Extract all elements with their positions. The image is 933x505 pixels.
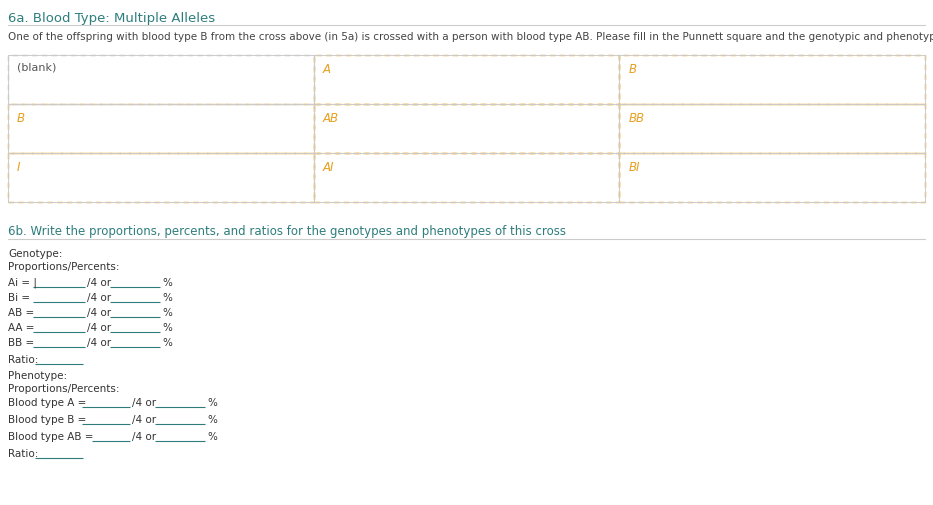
Text: Blood type AB =: Blood type AB = <box>8 432 93 442</box>
Text: (blank): (blank) <box>17 63 56 73</box>
Bar <box>313 55 620 104</box>
Text: %: % <box>207 398 216 408</box>
Text: %: % <box>207 432 216 442</box>
Text: B: B <box>628 63 636 76</box>
Text: BB: BB <box>628 112 645 125</box>
Text: 6a. Blood Type: Multiple Alleles: 6a. Blood Type: Multiple Alleles <box>8 12 216 25</box>
Bar <box>8 153 313 202</box>
Text: AA =: AA = <box>8 323 35 333</box>
Text: AI: AI <box>323 161 334 174</box>
Bar <box>620 153 925 202</box>
Text: /4 or: /4 or <box>87 278 111 288</box>
Text: 6b. Write the proportions, percents, and ratios for the genotypes and phenotypes: 6b. Write the proportions, percents, and… <box>8 225 566 238</box>
Text: Bi =: Bi = <box>8 293 30 303</box>
Text: %: % <box>162 323 172 333</box>
Text: Blood type B =: Blood type B = <box>8 415 87 425</box>
Text: I: I <box>17 161 21 174</box>
Text: Blood type A =: Blood type A = <box>8 398 87 408</box>
Text: /4 or: /4 or <box>87 323 111 333</box>
Text: B: B <box>17 112 25 125</box>
Text: BI: BI <box>628 161 640 174</box>
Text: Proportions/Percents:: Proportions/Percents: <box>8 384 119 394</box>
Bar <box>313 104 620 153</box>
Text: %: % <box>162 308 172 318</box>
Text: Phenotype:: Phenotype: <box>8 371 67 381</box>
Text: One of the offspring with blood type B from the cross above (in 5a) is crossed w: One of the offspring with blood type B f… <box>8 32 933 42</box>
Text: AB =: AB = <box>8 308 35 318</box>
Text: %: % <box>162 338 172 348</box>
Text: /4 or: /4 or <box>87 338 111 348</box>
Bar <box>313 153 620 202</box>
Text: Ratio:: Ratio: <box>8 355 38 365</box>
Bar <box>620 55 925 104</box>
Text: /4 or: /4 or <box>132 432 156 442</box>
Text: BB =: BB = <box>8 338 35 348</box>
Text: AB: AB <box>323 112 339 125</box>
Text: %: % <box>162 293 172 303</box>
Text: Genotype:: Genotype: <box>8 249 63 259</box>
Text: A: A <box>323 63 330 76</box>
Text: /4 or: /4 or <box>132 415 156 425</box>
Bar <box>8 104 313 153</box>
Text: Ai = |: Ai = | <box>8 278 37 288</box>
Text: Proportions/Percents:: Proportions/Percents: <box>8 262 119 272</box>
Text: %: % <box>162 278 172 288</box>
Bar <box>8 55 313 104</box>
Text: %: % <box>207 415 216 425</box>
Text: /4 or: /4 or <box>87 293 111 303</box>
Text: /4 or: /4 or <box>87 308 111 318</box>
Text: /4 or: /4 or <box>132 398 156 408</box>
Bar <box>620 104 925 153</box>
Text: Ratio:: Ratio: <box>8 449 38 459</box>
